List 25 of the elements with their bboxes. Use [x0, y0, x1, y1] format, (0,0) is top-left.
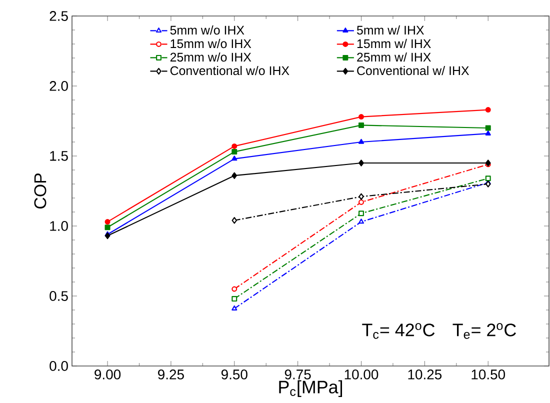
x-tick-label: 9.25: [158, 370, 184, 380]
legend-label: 5mm w/ IHX: [356, 25, 424, 35]
legend-label: 15mm w/o IHX: [170, 38, 252, 48]
y-tick-label: 1.5: [50, 151, 68, 161]
legend-label: Conventional w/o IHX: [170, 66, 290, 76]
annotation: T$_{c}$= 42$^{o}$C: [362, 323, 435, 339]
annotation: T$_{e}$= 2$^{o}$C: [452, 323, 516, 339]
y-tick-label: 0.0: [50, 361, 68, 371]
y-tick-label: 0.5: [50, 291, 68, 301]
x-tick-label: 10.00: [344, 370, 378, 380]
legend-label: 5mm w/o IHX: [170, 25, 244, 35]
legend-label: 25mm w/o IHX: [170, 52, 252, 62]
x-tick-label: 10.25: [408, 370, 442, 380]
x-axis-title: P$_{c}$[MPa]: [279, 380, 342, 397]
legend-label: 15mm w/ IHX: [357, 38, 431, 48]
y-tick-label: 1.0: [50, 221, 68, 231]
x-tick-label: 9.75: [284, 370, 311, 380]
y-axis-title: COP: [34, 174, 46, 208]
y-tick-label: 2.0: [50, 81, 68, 91]
y-tick-label: 2.5: [50, 11, 68, 21]
x-tick-label: 10.50: [472, 370, 506, 380]
legend-label: 25mm w/ IHX: [357, 52, 431, 62]
x-tick-label: 9.50: [221, 370, 248, 380]
legend-label: Conventional w/ IHX: [357, 66, 470, 76]
x-tick-label: 9.00: [94, 370, 121, 380]
